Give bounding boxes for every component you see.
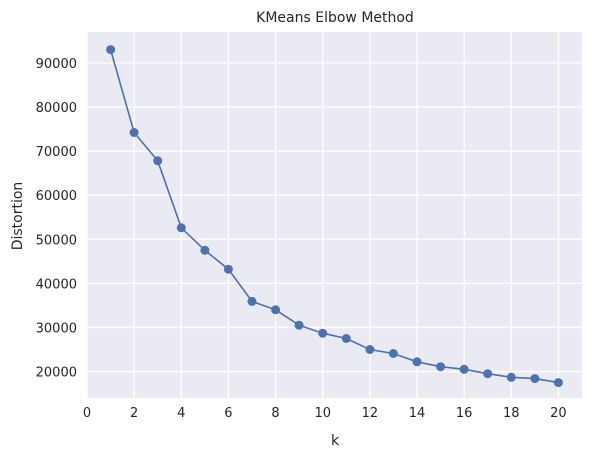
y-tick-label: 40000 bbox=[36, 277, 77, 292]
data-point bbox=[341, 334, 351, 343]
x-tick-label: 20 bbox=[550, 406, 567, 421]
grid-lines bbox=[86, 32, 582, 398]
data-point bbox=[318, 328, 328, 338]
y-tick-label: 20000 bbox=[36, 366, 77, 381]
x-tick-label: 6 bbox=[224, 406, 232, 421]
data-point bbox=[436, 362, 446, 372]
y-tick-label: 70000 bbox=[36, 145, 77, 160]
data-point bbox=[388, 349, 398, 358]
data-point bbox=[294, 320, 304, 330]
x-axis-label: k bbox=[331, 433, 340, 449]
y-tick-label: 90000 bbox=[36, 57, 77, 72]
data-point bbox=[223, 264, 233, 274]
data-point bbox=[553, 378, 563, 388]
data-point bbox=[271, 305, 281, 315]
y-tick-label: 50000 bbox=[36, 233, 77, 248]
data-point bbox=[483, 369, 493, 379]
y-tick-label: 60000 bbox=[36, 189, 77, 204]
plot-area bbox=[87, 32, 582, 398]
data-point bbox=[153, 156, 163, 166]
data-point bbox=[176, 223, 186, 233]
data-markers bbox=[106, 45, 563, 388]
data-point bbox=[459, 364, 469, 374]
data-point bbox=[530, 374, 540, 384]
x-tick-label: 8 bbox=[271, 406, 279, 421]
x-tick-label: 12 bbox=[362, 406, 379, 421]
data-point bbox=[365, 345, 375, 354]
y-tick-label: 30000 bbox=[36, 321, 77, 336]
data-point bbox=[506, 372, 516, 382]
x-tick-label: 2 bbox=[130, 406, 138, 421]
x-tick-label: 14 bbox=[409, 406, 426, 421]
y-tick-label: 80000 bbox=[36, 101, 77, 116]
data-point bbox=[129, 128, 139, 137]
y-axis-label: Distortion bbox=[10, 182, 26, 251]
data-point bbox=[200, 245, 210, 255]
data-point bbox=[247, 296, 257, 306]
x-tick-label: 10 bbox=[314, 406, 331, 421]
x-tick-label: 4 bbox=[177, 406, 185, 421]
x-tick-label: 0 bbox=[83, 406, 91, 421]
tick-labels: 0 2 4 6 8 10 12 14 16 18 20 20000 30000 40000 50000 600… bbox=[36, 57, 567, 421]
data-point bbox=[106, 45, 116, 55]
x-tick-label: 18 bbox=[503, 406, 520, 421]
chart-title: KMeans Elbow Method bbox=[256, 10, 414, 26]
data-point bbox=[412, 357, 422, 367]
x-tick-label: 16 bbox=[456, 406, 473, 421]
